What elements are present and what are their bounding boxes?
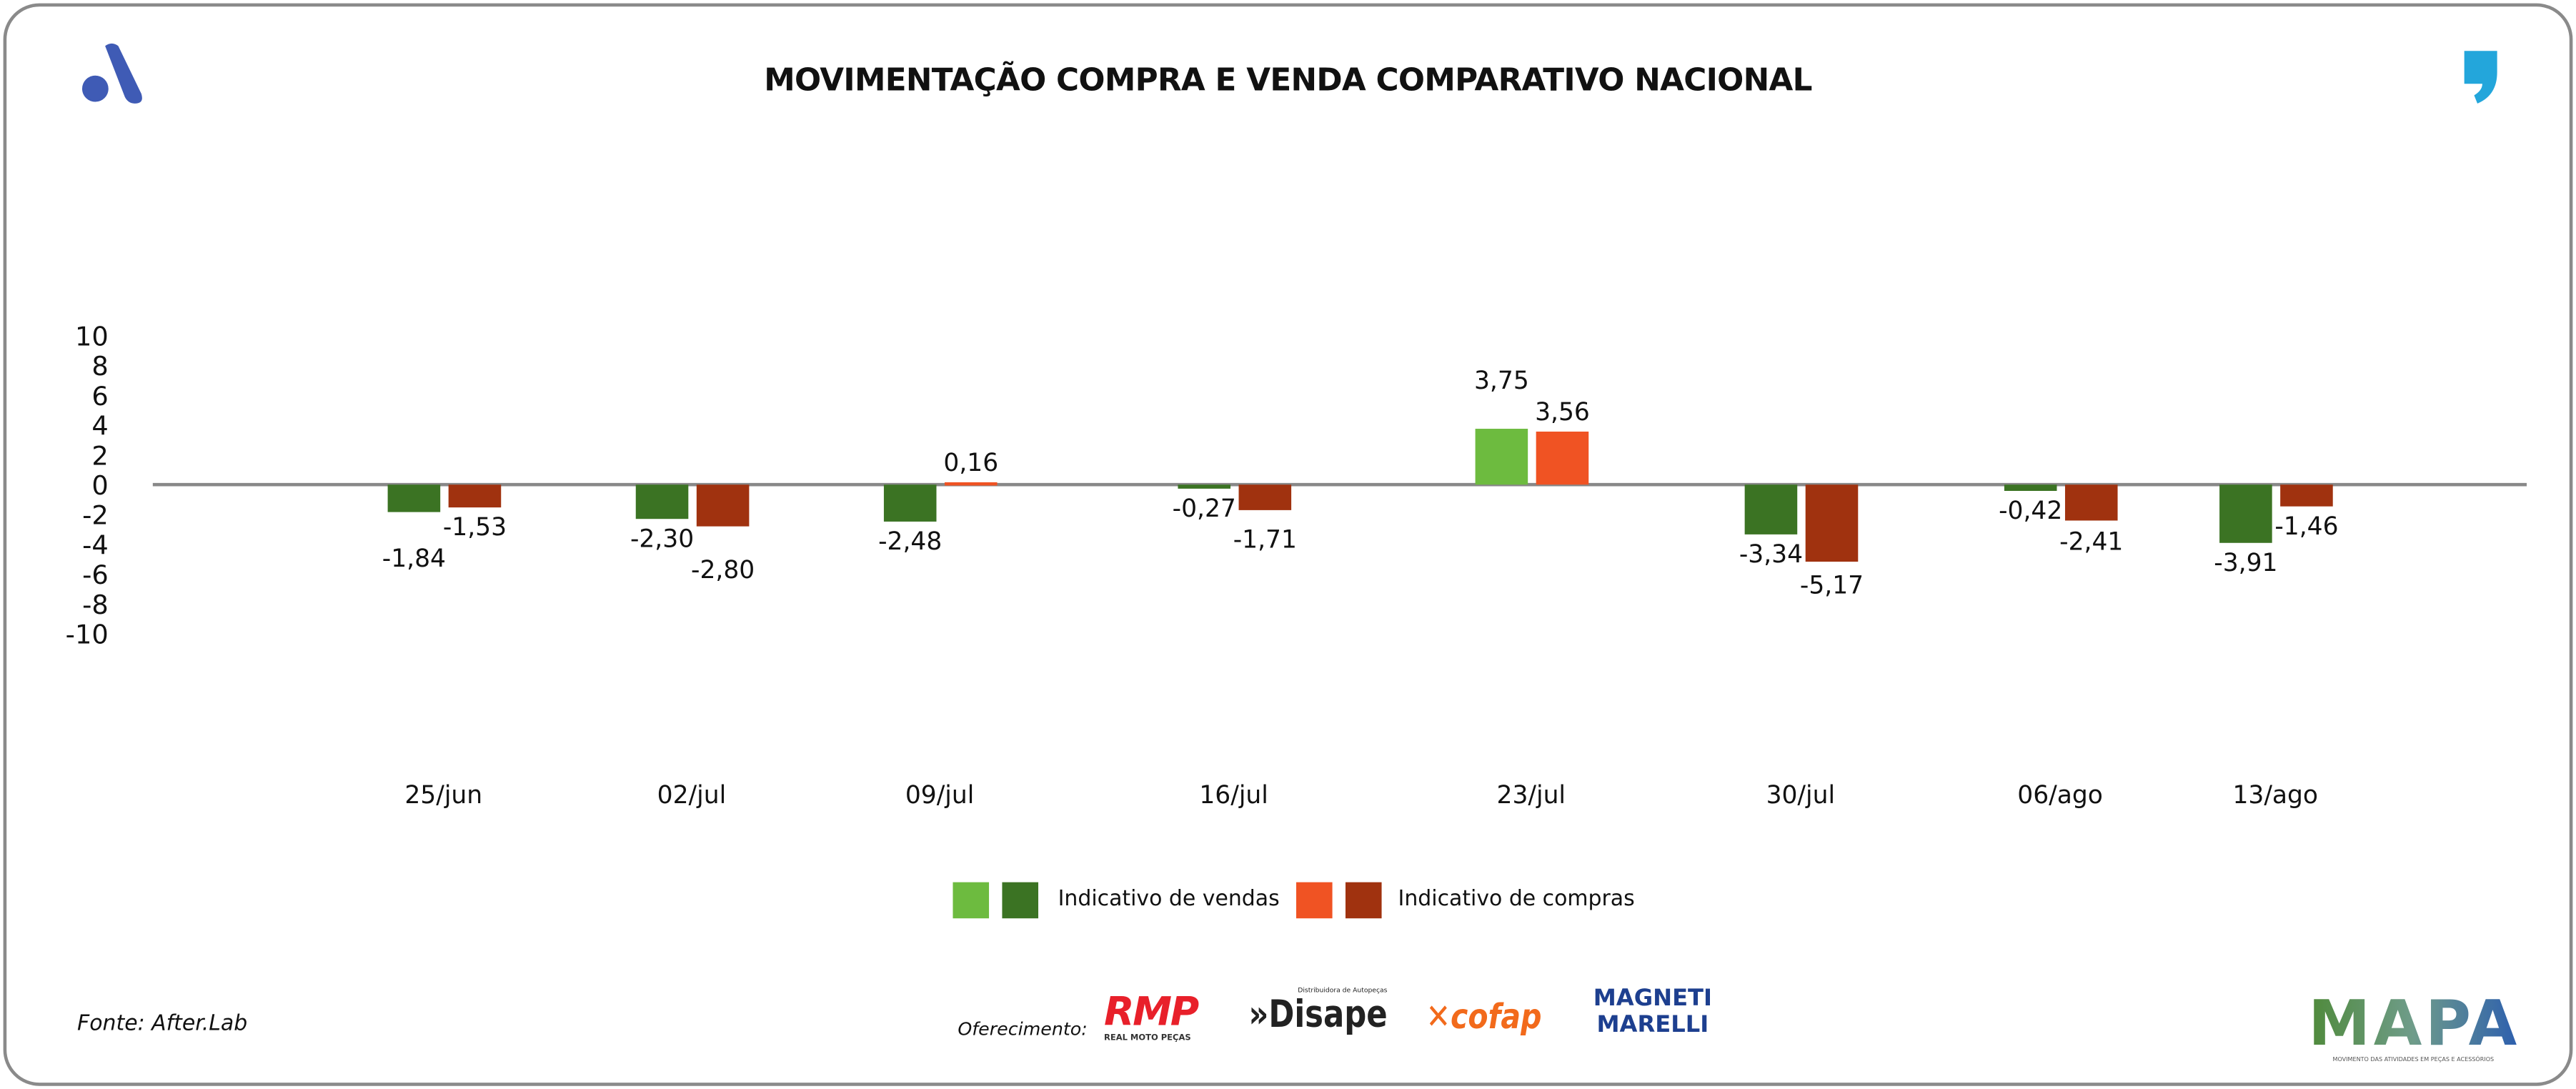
y-tick-label: 8 [91,351,108,382]
data-label-compras: -5,17 [1800,572,1864,600]
source-note: Fonte: After.Lab [77,1012,248,1037]
sponsor-label: Oferecimento: [958,1018,1088,1040]
bar-vendas [883,484,937,522]
data-label-vendas: -1,84 [382,544,446,573]
rmp-logo-text: RMP [1103,989,1199,1035]
disape-logo-sub: Distribuidora de Autopeças [1298,985,1388,994]
y-tick-label: -4 [82,529,109,560]
x-tick-label: 09/jul [905,781,974,810]
bar-vendas [2004,484,2057,491]
legend-swatch-compras-positive [1296,882,1333,919]
data-label-compras: -2,41 [2059,528,2123,557]
data-label-vendas: -3,34 [1739,540,1803,569]
bar-compras [696,484,750,527]
bar-compras [1238,484,1292,510]
data-label-compras: -1,53 [443,513,507,542]
y-tick-label: 10 [75,322,109,352]
mapa-logo: MAPA MOVIMENTO DAS ATIVIDADES EM PEÇAS E… [2308,990,2518,1064]
bar-compras [2280,484,2333,507]
rmp-logo-sub: REAL MOTO PEÇAS [1103,1033,1191,1043]
y-tick-label: 2 [91,440,108,471]
bar-compras [1805,484,1859,562]
disape-logo: Distribuidora de Autopeças »Disape [1248,985,1413,1036]
bar-vendas [2219,484,2272,543]
legend-swatch-vendas-positive [953,882,990,919]
card-frame [3,3,2573,1086]
legend-label-vendas: Indicativo de vendas [1058,887,1280,913]
comma-logo-icon [2464,51,2497,104]
bar-vendas [1178,484,1231,489]
legend-swatch-compras-negative [1345,882,1382,919]
bar-compras [944,482,998,486]
bar-vendas [1475,429,1528,485]
legend-label-compras: Indicativo de compras [1398,887,1635,913]
x-tick-label: 25/jun [404,781,482,810]
y-tick-label: -8 [82,590,109,620]
data-label-vendas: -2,30 [630,524,694,553]
bar-vendas [635,484,689,519]
data-label-vendas: 3,75 [1474,367,1529,395]
disape-logo-text: Disape [1268,993,1388,1037]
data-label-compras: 0,16 [943,449,998,477]
y-tick-label: 6 [91,381,108,412]
data-label-vendas: -0,42 [1999,497,2062,525]
data-label-vendas: -2,48 [878,527,942,556]
data-label-compras: -1,46 [2274,512,2338,541]
bar-compras [1536,431,1589,485]
x-tick-label: 30/jul [1766,781,1835,810]
mapa-logo-sub: MOVIMENTO DAS ATIVIDADES EM PEÇAS E ACES… [2332,1056,2495,1063]
cofap-logo-text: cofap [1451,997,1542,1037]
data-label-vendas: -3,91 [2214,549,2277,577]
magneti-marelli-logo: MAGNETI MARELLI [1593,985,1712,1039]
rmp-logo: RMP REAL MOTO PEÇAS [1104,990,1235,1043]
x-tick-label: 16/jul [1199,781,1268,810]
mapa-logo-text: MAPA [2308,987,2520,1060]
data-label-compras: -2,80 [691,556,755,585]
data-label-vendas: -0,27 [1173,494,1236,523]
cofap-logo: ✕cofap [1426,997,1542,1037]
bar-compras [448,484,502,508]
y-tick-label: 0 [91,470,108,501]
data-label-compras: -1,71 [1233,526,1297,555]
legend-swatch-vendas-negative [1002,882,1039,919]
chart-title: MOVIMENTAÇÃO COMPRA E VENDA COMPARATIVO … [764,62,1812,99]
x-tick-label: 06/ago [2017,781,2103,810]
y-tick-label: -10 [66,620,109,650]
a-logo-icon [81,43,142,104]
y-tick-label: -2 [82,500,109,531]
bar-vendas [1744,484,1798,534]
data-label-compras: 3,56 [1535,398,1590,427]
x-tick-label: 13/ago [2232,781,2318,810]
bar-compras [2064,484,2118,521]
y-tick-label: 4 [91,411,108,442]
y-tick-label: -6 [82,560,109,590]
x-tick-label: 02/jul [657,781,726,810]
x-tick-label: 23/jul [1497,781,1566,810]
bar-vendas [387,484,441,512]
